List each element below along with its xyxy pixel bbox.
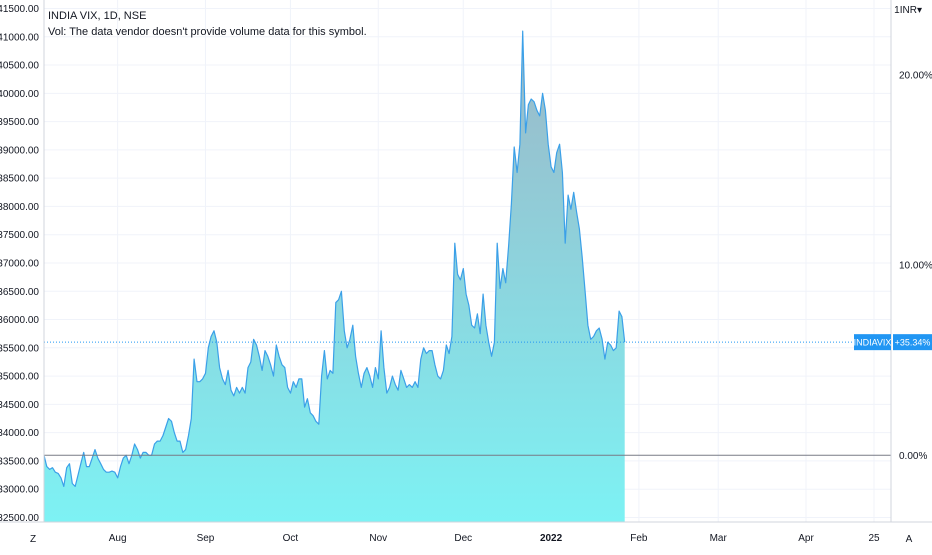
currency-button[interactable]: 1INR▾ (892, 5, 924, 16)
x-tick-label: 2022 (540, 533, 563, 544)
x-tick-label: Feb (630, 533, 648, 544)
area-series (43, 30, 891, 522)
y-left-tick-label: 36500.00 (0, 287, 39, 298)
y-left-tick-label: 38500.00 (0, 174, 39, 185)
y-left-tick-label: 37500.00 (0, 230, 39, 241)
y-left-tick-label: 41500.00 (0, 4, 39, 15)
y-left-tick-label: 36000.00 (0, 315, 39, 326)
chart-legend: INDIA VIX, 1D, NSE Vol: The data vendor … (48, 8, 367, 40)
volume-note: Vol: The data vendor doesn't provide vol… (48, 26, 367, 38)
auto-scale-toggle-right[interactable]: A (905, 533, 913, 545)
x-tick-label: Nov (369, 533, 387, 544)
y-left-tick-label: 39000.00 (0, 145, 39, 156)
y-left-tick-label: 32500.00 (0, 513, 39, 524)
last-change-label: +35.34% (895, 338, 931, 348)
y-left-tick-label: 35500.00 (0, 343, 39, 354)
axis-labels: 32500.00 33000.00 33500.00 34000.00 34500.00… (0, 4, 932, 544)
symbol-title[interactable]: INDIA VIX, 1D, NSE (48, 10, 147, 22)
x-tick-label: Apr (798, 533, 814, 544)
y-right-tick-label: 20.00% (899, 71, 932, 82)
y-left-tick-label: 38000.00 (0, 202, 39, 213)
y-left-tick-label: 33000.00 (0, 485, 39, 496)
y-left-tick-label: 35000.00 (0, 372, 39, 383)
axes (0, 0, 932, 523)
currency-prefix: 1 (894, 5, 900, 16)
currency-label: INR (899, 5, 917, 16)
y-left-tick-label: 33500.00 (0, 456, 39, 467)
x-tick-label: Sep (197, 533, 215, 544)
x-tick-label: Oct (283, 533, 299, 544)
x-tick-label: Aug (109, 533, 127, 544)
symbol-label: INDIAVIX (854, 338, 892, 348)
y-left-tick-label: 34500.00 (0, 400, 39, 411)
y-left-tick-label: 39500.00 (0, 117, 39, 128)
y-left-tick-label: 40500.00 (0, 61, 39, 72)
x-tick-label: Dec (454, 533, 472, 544)
symbol-label-bg (854, 334, 891, 351)
y-left-tick-label: 40000.00 (0, 89, 39, 100)
area-fill (44, 31, 625, 522)
currency-arrow-icon: ▾ (916, 5, 922, 16)
y-left-tick-label: 41000.00 (0, 32, 39, 43)
auto-scale-toggle-left[interactable]: Z (29, 533, 37, 545)
x-tick-label: 25 (868, 533, 880, 544)
series-line (43, 30, 626, 487)
y-right-tick-label: 0.00% (899, 451, 927, 462)
y-right-tick-label: 10.00% (899, 261, 932, 272)
y-left-tick-label: 34000.00 (0, 428, 39, 439)
last-change-label-bg (893, 334, 932, 351)
x-tick-label: Mar (710, 533, 728, 544)
y-left-tick-label: 37000.00 (0, 258, 39, 269)
